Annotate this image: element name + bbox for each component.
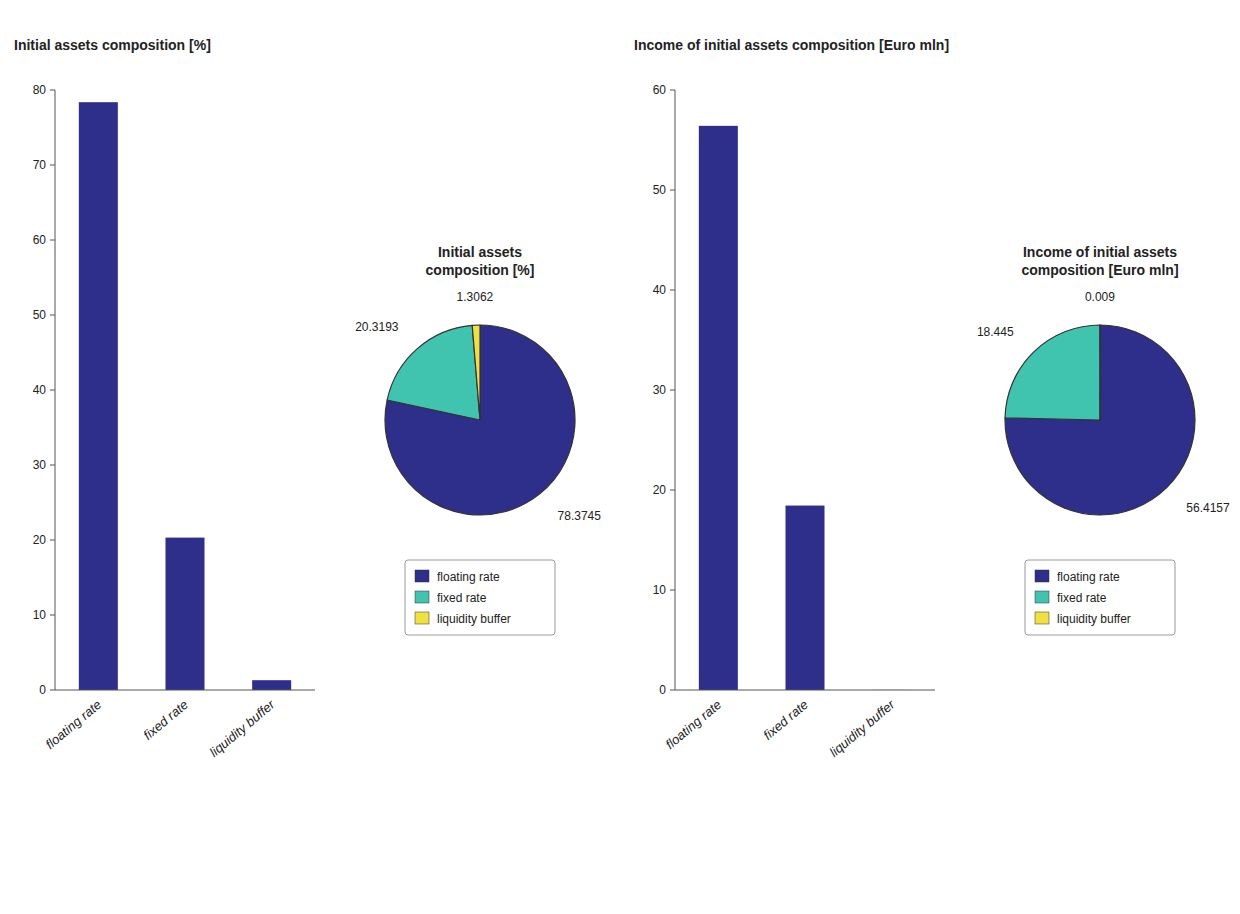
data-label: 56.4157 [1186, 501, 1230, 515]
bar [252, 680, 291, 690]
title-line: composition [Euro mln] [1021, 262, 1178, 278]
y-tick-label: 10 [33, 608, 47, 622]
y-tick [50, 90, 55, 91]
y-axis [675, 90, 676, 690]
x-tick-label: fixed rate [140, 697, 191, 743]
bar [786, 506, 825, 690]
pie-slice [385, 325, 575, 515]
bars [699, 126, 911, 690]
bar-chart: Initial assets composition [%] 0 10 20 30 40 5… [14, 37, 315, 760]
x-axis [55, 690, 315, 691]
legend-swatch [415, 612, 429, 624]
y-tick-label: 30 [33, 458, 47, 472]
legend-swatch [415, 591, 429, 603]
chart-title: Income of initial assets composition [Eu… [634, 37, 949, 53]
pie-chart: Income of initial assets composition [Eur… [977, 244, 1230, 635]
legend-entry: liquidity buffer [1057, 612, 1131, 626]
pie-slice [1099, 325, 1100, 420]
y-tick [670, 390, 675, 391]
data-label: 20.3193 [355, 320, 399, 334]
pie-slice [1005, 325, 1100, 420]
y-tick [50, 690, 55, 691]
bar-chart: Income of initial assets composition [Eu… [634, 37, 949, 760]
x-axis [675, 690, 935, 691]
x-tick-label: liquidity buffer [827, 696, 899, 759]
legend-swatch [1035, 591, 1049, 603]
y-tick [50, 165, 55, 166]
legend-swatch [1035, 570, 1049, 582]
y-tick-label: 60 [33, 233, 47, 247]
y-tick [50, 615, 55, 616]
data-label: 78.3745 [558, 509, 602, 523]
title-line: Initial assets [438, 244, 522, 260]
y-tick [670, 590, 675, 591]
legend-swatch [1035, 612, 1049, 624]
pie-slice [1005, 325, 1195, 515]
y-tick [670, 690, 675, 691]
chart-title: Initial assets composition [%] [426, 244, 535, 278]
legend-swatch [415, 570, 429, 582]
pie-slice [387, 325, 480, 420]
slice-labels: 56.4157 18.445 0.009 [977, 290, 1230, 516]
page: {"chart_data": [ {"type": "bar", "title"… [0, 0, 1240, 914]
y-tick-label: 80 [33, 83, 47, 97]
chart-canvas: Initial assets composition [%] 0 10 20 30 40 5… [0, 0, 1240, 914]
title-line: composition [%] [426, 262, 535, 278]
legend-entry: floating rate [437, 570, 500, 584]
y-tick-label: 50 [33, 308, 47, 322]
y-tick [50, 390, 55, 391]
pie-slice [472, 325, 480, 420]
y-tick [50, 465, 55, 466]
y-tick [670, 490, 675, 491]
pie-chart: Initial assets composition [%] 78.3745 20.3… [355, 244, 601, 635]
y-tick-label: 30 [653, 383, 667, 397]
legend-entry: floating rate [1057, 570, 1120, 584]
y-tick-label: 60 [653, 83, 667, 97]
slices [1005, 325, 1195, 515]
y-axis [55, 90, 56, 690]
y-tick-label: 70 [33, 158, 47, 172]
data-label: 18.445 [977, 325, 1014, 339]
data-label: 0.009 [1085, 290, 1115, 304]
y-tick-label: 0 [659, 683, 666, 697]
x-tick-label: floating rate [43, 697, 105, 752]
y-tick [670, 190, 675, 191]
x-tick-label: fixed rate [760, 697, 811, 743]
legend-entry: fixed rate [1057, 591, 1107, 605]
y-tick [670, 90, 675, 91]
bar [699, 126, 738, 690]
x-tick-label: liquidity buffer [207, 696, 279, 759]
legend: floating rate fixed rate liquidity buffer [1025, 560, 1175, 635]
y-tick-label: 20 [653, 483, 667, 497]
y-tick [50, 315, 55, 316]
legend: floating rate fixed rate liquidity buffer [405, 560, 555, 635]
legend-box [405, 560, 555, 635]
chart-title: Income of initial assets composition [Eur… [1021, 244, 1178, 278]
slice-labels: 78.3745 20.3193 1.3062 [355, 290, 601, 523]
title-line: Income of initial assets [1023, 244, 1177, 260]
legend-entry: fixed rate [437, 591, 487, 605]
y-tick-label: 20 [33, 533, 47, 547]
y-tick [50, 240, 55, 241]
chart-title: Initial assets composition [%] [14, 37, 211, 53]
x-tick-label: floating rate [663, 697, 725, 752]
y-tick-label: 40 [653, 283, 667, 297]
data-label: 1.3062 [457, 290, 494, 304]
y-tick-label: 40 [33, 383, 47, 397]
legend-box [1025, 560, 1175, 635]
bar [166, 538, 205, 690]
y-tick-label: 50 [653, 183, 667, 197]
y-tick [670, 290, 675, 291]
y-tick-label: 0 [39, 683, 46, 697]
y-tick [50, 540, 55, 541]
bar [79, 102, 118, 690]
y-tick-label: 10 [653, 583, 667, 597]
bars [79, 102, 291, 690]
legend-entry: liquidity buffer [437, 612, 511, 626]
slices [385, 325, 575, 515]
